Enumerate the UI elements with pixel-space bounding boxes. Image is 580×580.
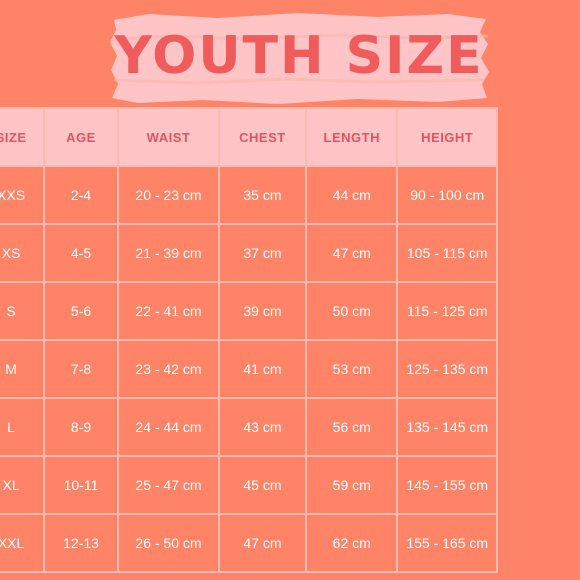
cell-chest: 43 cm — [219, 399, 306, 455]
header-age: AGE — [44, 109, 118, 165]
header-height: HEIGHT — [398, 109, 496, 165]
cell-height: 115 - 125 cm — [398, 283, 496, 339]
cell-chest: 41 cm — [219, 341, 306, 397]
cell-length: 44 cm — [307, 167, 397, 223]
cell-size: S — [0, 283, 43, 339]
cell-height: 155 - 165 cm — [398, 515, 496, 571]
cell-size: M — [0, 341, 43, 397]
cell-waist: 20 - 23 cm — [119, 167, 218, 223]
cell-waist: 24 - 44 cm — [119, 399, 218, 455]
table-row: M 7-8 23 - 42 cm 41 cm 53 cm 125 - 135 c… — [0, 341, 496, 397]
cell-age: 5-6 — [44, 283, 118, 339]
table-row: XXL 12-13 26 - 50 cm 47 cm 62 cm 155 - 1… — [0, 515, 496, 571]
cell-size: L — [0, 399, 43, 455]
header-waist: WAIST — [119, 109, 218, 165]
header-size: SIZE — [0, 109, 43, 165]
cell-height: 105 - 115 cm — [398, 225, 496, 281]
cell-length: 50 cm — [307, 283, 397, 339]
cell-waist: 22 - 41 cm — [119, 283, 218, 339]
cell-age: 4-5 — [44, 225, 118, 281]
table-row: XL 10-11 25 - 47 cm 45 cm 59 cm 145 - 15… — [0, 457, 496, 513]
cell-size: XL — [0, 457, 43, 513]
cell-chest: 47 cm — [219, 515, 306, 571]
brush-stroke-background — [110, 13, 489, 104]
cell-length: 56 cm — [307, 399, 397, 455]
size-table: SIZE AGE WAIST CHEST LENGTH HEIGHT XXS 2… — [0, 107, 498, 573]
table-row: XS 4-5 21 - 39 cm 37 cm 47 cm 105 - 115 … — [0, 225, 496, 281]
cell-waist: 21 - 39 cm — [119, 225, 218, 281]
cell-length: 53 cm — [307, 341, 397, 397]
cell-waist: 26 - 50 cm — [119, 515, 218, 571]
cell-size: XS — [0, 225, 43, 281]
cell-age: 12-13 — [44, 515, 118, 571]
header-chest: CHEST — [219, 109, 306, 165]
table-header-row: SIZE AGE WAIST CHEST LENGTH HEIGHT — [0, 109, 496, 165]
cell-waist: 23 - 42 cm — [119, 341, 218, 397]
cell-age: 8-9 — [44, 399, 118, 455]
cell-chest: 45 cm — [219, 457, 306, 513]
cell-height: 145 - 155 cm — [398, 457, 496, 513]
cell-height: 135 - 145 cm — [398, 399, 496, 455]
cell-age: 10-11 — [44, 457, 118, 513]
title-banner: YOUTH SIZE — [108, 10, 490, 106]
cell-size: XXS — [0, 167, 43, 223]
table-row: XXS 2-4 20 - 23 cm 35 cm 44 cm 90 - 100 … — [0, 167, 496, 223]
cell-length: 62 cm — [307, 515, 397, 571]
header-length: LENGTH — [307, 109, 397, 165]
cell-height: 90 - 100 cm — [398, 167, 496, 223]
cell-age: 2-4 — [44, 167, 118, 223]
cell-size: XXL — [0, 515, 43, 571]
cell-waist: 25 - 47 cm — [119, 457, 218, 513]
page-title: YOUTH SIZE — [114, 26, 484, 86]
table-row: L 8-9 24 - 44 cm 43 cm 56 cm 135 - 145 c… — [0, 399, 496, 455]
cell-chest: 39 cm — [219, 283, 306, 339]
cell-age: 7-8 — [44, 341, 118, 397]
cell-length: 59 cm — [307, 457, 397, 513]
cell-chest: 35 cm — [219, 167, 306, 223]
table-row: S 5-6 22 - 41 cm 39 cm 50 cm 115 - 125 c… — [0, 283, 496, 339]
cell-length: 47 cm — [307, 225, 397, 281]
cell-chest: 37 cm — [219, 225, 306, 281]
cell-height: 125 - 135 cm — [398, 341, 496, 397]
